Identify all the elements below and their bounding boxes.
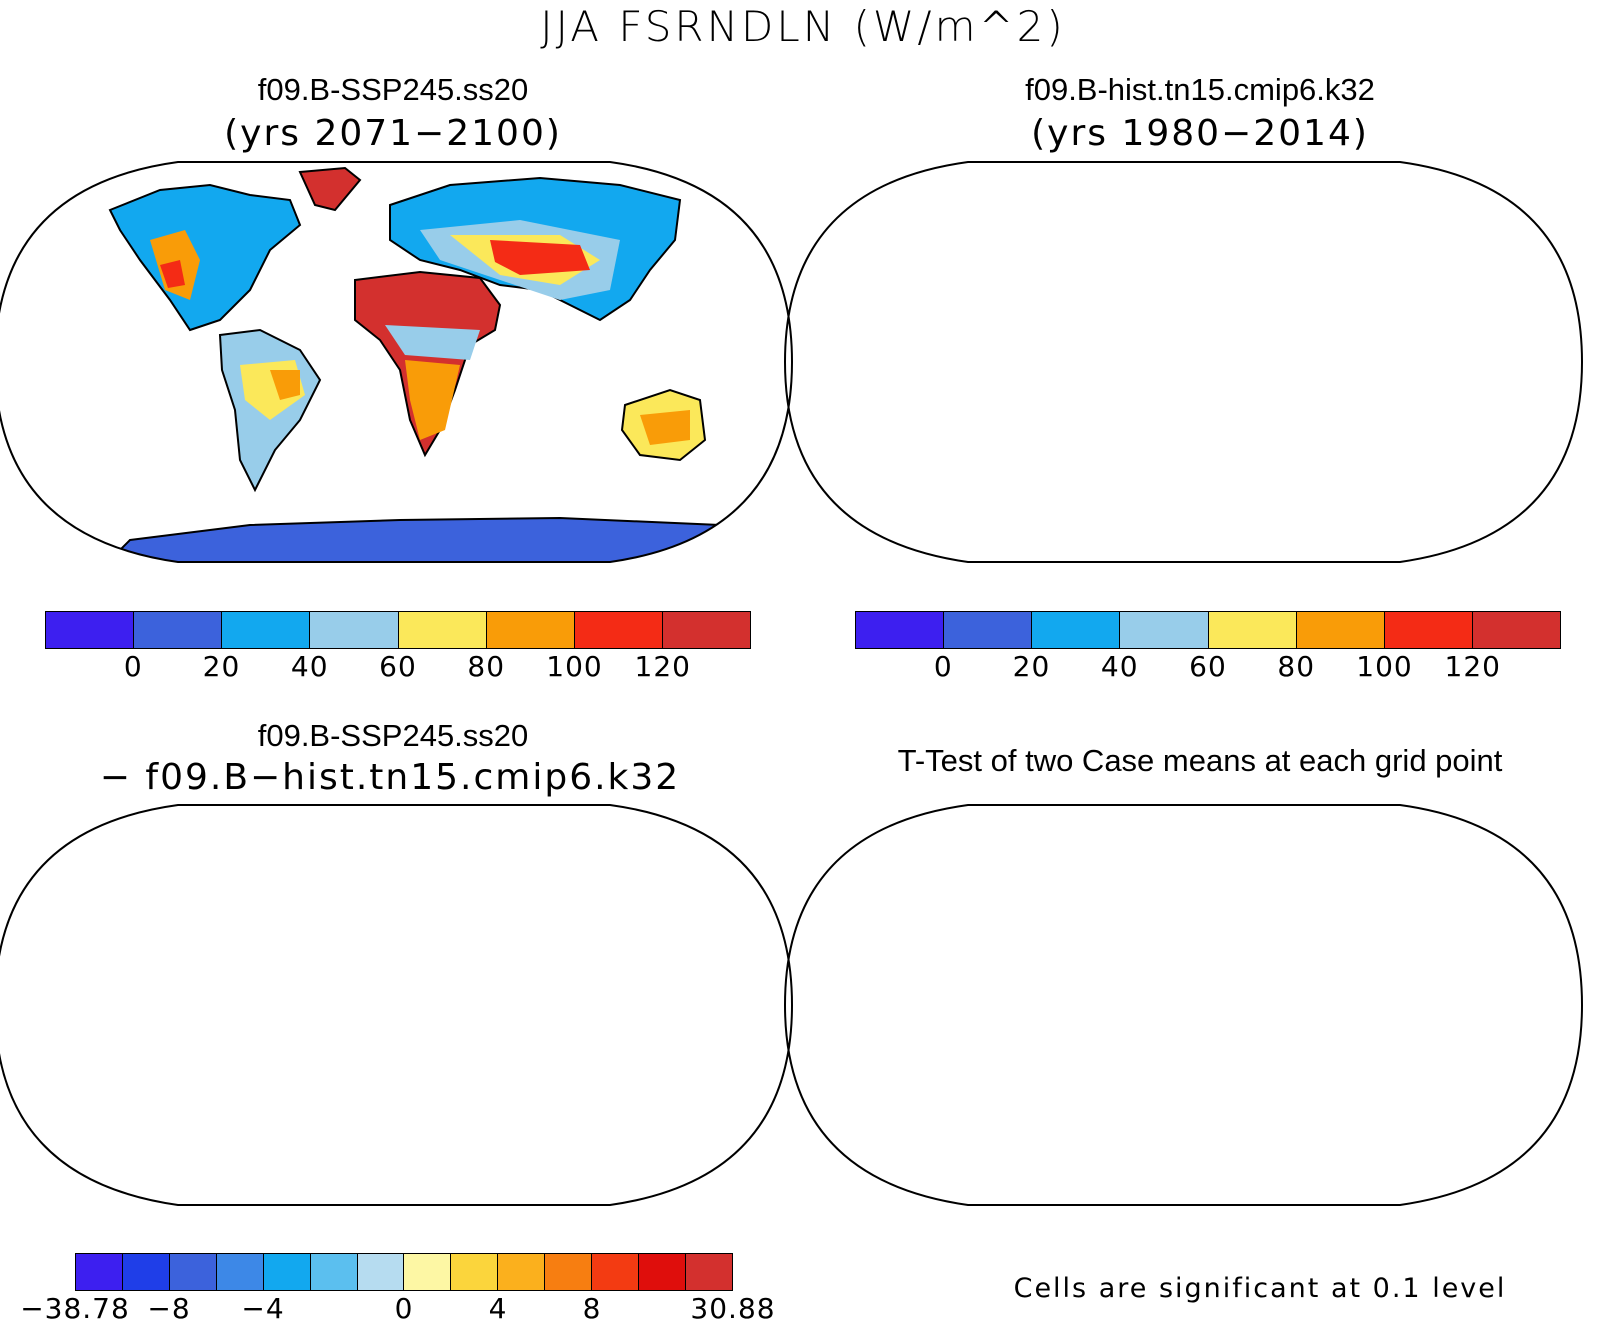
north-america-ttest — [900, 828, 1090, 973]
panel-title-ttest: T-Test of two Case means at each grid po… — [897, 743, 1503, 778]
colorbar-diff — [75, 1253, 733, 1291]
colorbar-tick-label: 60 — [1189, 650, 1227, 683]
colorbar-swatch — [639, 1254, 686, 1290]
greenland-diff — [300, 811, 360, 853]
map-diff — [100, 811, 800, 1213]
map-border-ssp — [0, 161, 794, 563]
map-ssp — [97, 166, 792, 562]
colorbar-swatch — [310, 1254, 358, 1290]
eurasia-ttest — [1180, 821, 1470, 963]
colorbar-tick-label: 120 — [634, 650, 691, 683]
colorbar-swatch — [1208, 612, 1297, 648]
colorbar-swatch — [263, 1254, 311, 1290]
panel-title-hist: f09.B-hist.tn15.cmip6.k32 — [1025, 72, 1375, 107]
africa-diff — [355, 915, 500, 1098]
colorbar-swatch — [1384, 612, 1473, 648]
colorbar-tick-label: 100 — [1356, 650, 1413, 683]
colorbar-tick-label: 8 — [582, 1292, 602, 1325]
greenland-ttest — [1090, 811, 1150, 853]
colorbar-swatch — [122, 1254, 170, 1290]
colorbar-swatch — [169, 1254, 217, 1290]
significance-note: Cells are significant at 0.1 level — [1013, 1273, 1507, 1304]
north-america-ssp — [108, 183, 302, 332]
colorbar-ssp — [45, 611, 751, 649]
panel-title-diff: f09.B-SSP245.ss20 — [257, 718, 529, 753]
colorbar-swatch — [76, 1254, 123, 1290]
colorbar-tick-label: 20 — [1012, 650, 1051, 683]
colorbar-tick-label: −8 — [147, 1292, 191, 1325]
australia-diff — [622, 1033, 705, 1103]
colorbar-ticks-ssp: 0 20 40 60 80 100 120 — [45, 650, 751, 686]
australia-hist — [1412, 390, 1495, 460]
africa-ttest — [1145, 915, 1290, 1098]
eurasia-diff — [390, 821, 680, 963]
map-border-ttest — [783, 804, 1584, 1206]
map-border-hist — [783, 161, 1584, 563]
panel-title-ssp: f09.B-SSP245.ss20 — [257, 72, 529, 107]
australia-ttest — [1412, 1033, 1495, 1103]
south-america-diff — [220, 973, 320, 1133]
north-america-hist — [900, 185, 1090, 330]
colorbar-swatch — [1032, 612, 1121, 648]
colorbar-ticks-diff: −38.78 −8 −4 0 4 8 30.88 — [20, 1292, 774, 1328]
colorbar-tick-label: 20 — [202, 650, 241, 683]
colorbar-tick-label: 80 — [1277, 650, 1316, 683]
colorbar-swatch — [451, 1254, 499, 1290]
greenland-hist — [1090, 168, 1150, 210]
colorbar-tick-label: −38.78 — [20, 1292, 130, 1325]
colorbar-swatch — [856, 612, 945, 648]
map-ttest — [890, 811, 1590, 1213]
figure-title: JJA FSRNDLN (W/m^2) — [540, 2, 1066, 51]
colorbar-tick-label: 100 — [546, 650, 603, 683]
colorbar-swatch — [398, 612, 487, 648]
colorbar-tick-label: 0 — [933, 650, 953, 683]
colorbar-tick-label: 60 — [379, 650, 417, 683]
panel-subtitle-hist: (yrs 1980−2014) — [1031, 113, 1369, 154]
colorbar-tick-label: 40 — [290, 650, 329, 683]
greenland-ssp — [298, 166, 362, 212]
colorbar-swatch — [404, 1254, 452, 1290]
south-america-ttest — [1010, 973, 1110, 1133]
colorbar-swatch — [357, 1254, 405, 1290]
colorbar-tick-label: −4 — [241, 1292, 285, 1325]
colorbar-tick-label: 80 — [467, 650, 506, 683]
colorbar-swatch — [574, 612, 663, 648]
continents-ssp — [97, 166, 792, 562]
colorbar-ticks-hist: 0 20 40 60 80 100 120 — [855, 650, 1561, 686]
colorbar-swatch — [1120, 612, 1209, 648]
colorbar-swatch — [1296, 612, 1385, 648]
colorbar-tick-label: 0 — [123, 650, 143, 683]
colorbar-tick-label: 40 — [1100, 650, 1139, 683]
colorbar-swatch — [662, 612, 750, 648]
colorbar-swatch — [216, 1254, 264, 1290]
panel-subtitle-diff: − f09.B−hist.tn15.cmip6.k32 — [99, 757, 681, 798]
south-america-hist — [1010, 330, 1110, 490]
colorbar-swatch — [486, 612, 575, 648]
colorbar-tick-label: 30.88 — [690, 1292, 776, 1325]
africa-hist — [1145, 272, 1290, 455]
eurasia-hist — [1180, 178, 1470, 320]
colorbar-swatch — [498, 1254, 546, 1290]
colorbar-swatch — [545, 1254, 593, 1290]
colorbar-swatch — [592, 1254, 640, 1290]
colorbar-tick-label: 0 — [394, 1292, 414, 1325]
north-america-diff — [110, 828, 300, 973]
colorbar-swatch — [1472, 612, 1560, 648]
colorbar-swatch — [46, 612, 135, 648]
map-border-diff — [0, 804, 794, 1206]
colorbar-hist — [855, 611, 1561, 649]
panel-subtitle-ssp: (yrs 2071−2100) — [224, 113, 562, 154]
colorbar-tick-label: 4 — [488, 1292, 508, 1325]
map-hist — [900, 168, 1591, 562]
colorbar-swatch — [222, 612, 311, 648]
colorbar-swatch — [310, 612, 399, 648]
colorbar-swatch — [134, 612, 223, 648]
colorbar-swatch — [685, 1254, 732, 1290]
colorbar-tick-label: 120 — [1444, 650, 1501, 683]
colorbar-swatch — [944, 612, 1033, 648]
